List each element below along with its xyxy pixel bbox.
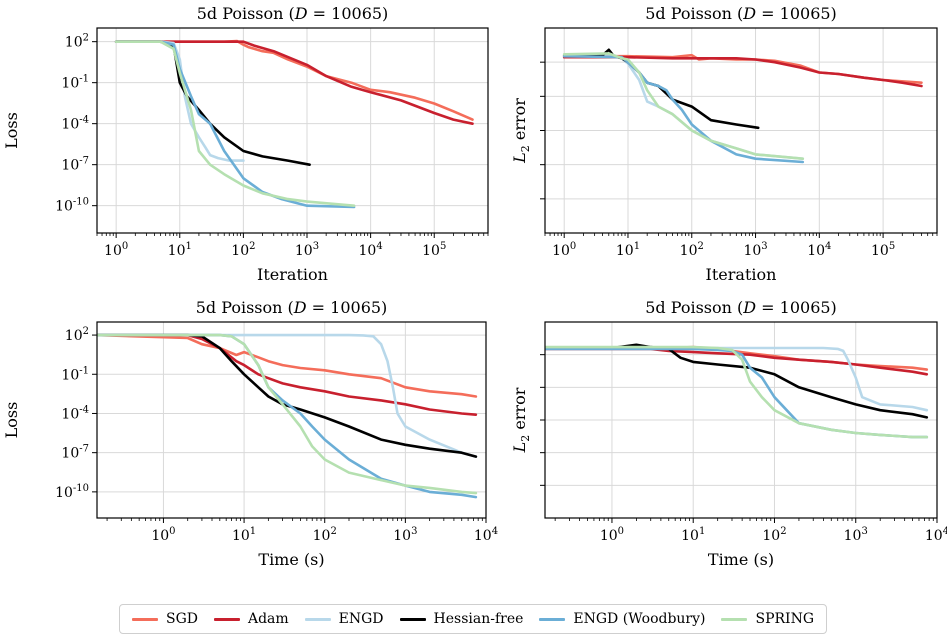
series-line-hessian-free: [97, 333, 478, 458]
x-tick-label: 102: [762, 526, 786, 544]
x-tick-label: 104: [807, 241, 831, 259]
series-line-engd: [545, 346, 929, 412]
y-axis-label: Loss: [2, 112, 21, 149]
legend-item-spring: SPRING: [721, 611, 814, 627]
series-lines: [114, 39, 474, 209]
y-tick-label: 10-10: [55, 197, 89, 215]
x-tick-label: 101: [681, 526, 705, 544]
y-tick-label: 10-4: [61, 115, 89, 133]
chart-title: 5d Poisson (D = 10065): [197, 4, 389, 23]
x-tick-label: 100: [151, 526, 175, 544]
x-tick-label: 101: [232, 526, 256, 544]
x-axis-label: Iteration: [706, 265, 777, 284]
x-axis-label: Time (s): [708, 550, 774, 569]
x-tick-label: 104: [474, 526, 498, 544]
y-tick-label: 10-7: [61, 156, 89, 174]
legend: SGD Adam ENGD Hessian-free ENGD (Woodbur…: [119, 604, 827, 634]
x-tick-label: 104: [925, 526, 947, 544]
chart-title: 5d Poisson (D = 10065): [196, 298, 388, 317]
series-line-adam: [114, 40, 474, 125]
y-axis-label: L2 error: [510, 387, 532, 453]
x-axis-label: Iteration: [257, 265, 328, 284]
series-line-engd: [97, 333, 478, 458]
x-tick-label: 102: [231, 241, 255, 259]
grid: [545, 28, 937, 233]
series-line-engd-woodbury: [545, 347, 929, 439]
series-line-hessian-free: [545, 343, 929, 419]
x-axis-label: Time (s): [258, 550, 324, 569]
x-tick-label: 105: [422, 241, 446, 259]
chart-panel-1: 100 101 102 103 104 105 102 10-1 10-4 10-7 10-10 5d…: [2, 4, 489, 284]
legend-item-adam: Adam: [213, 611, 289, 627]
legend-item-engd: ENGD: [304, 611, 384, 627]
legend-swatch-adam: [213, 617, 240, 621]
x-tick-label: 103: [844, 526, 868, 544]
chart-panel-3: 100 101 102 103 104 102 10-1 10-4 10-7 10-10 5d Po…: [2, 298, 498, 569]
x-tick-label: 100: [104, 241, 128, 259]
series-lines: [545, 343, 929, 439]
x-tick-label: 103: [295, 241, 319, 259]
series-line-adam: [545, 347, 929, 376]
x-tick-label: 101: [168, 241, 192, 259]
x-tick-label: 105: [871, 241, 895, 259]
x-tick-label: 100: [600, 526, 624, 544]
x-tick-label: 101: [616, 241, 640, 259]
series-line-spring: [562, 52, 805, 160]
y-axis-label: Loss: [2, 402, 21, 439]
legend-item-sgd: SGD: [131, 611, 198, 627]
legend-item-hessian-free: Hessian-free: [399, 611, 524, 627]
y-tick-label: 102: [65, 33, 89, 51]
legend-item-engd-woodbury: ENGD (Woodbury): [539, 611, 706, 627]
series-line-engd-woodbury: [562, 54, 805, 164]
legend-swatch-sgd: [131, 617, 158, 621]
legend-label-engd: ENGD: [338, 611, 384, 627]
series-line-engd-woodbury: [114, 40, 356, 209]
chart-title: 5d Poisson (D = 10065): [645, 4, 837, 23]
legend-label-hessian-free: Hessian-free: [433, 611, 524, 627]
series-lines: [97, 333, 478, 499]
y-tick-label: 10-7: [61, 444, 89, 462]
series-line-engd-woodbury: [97, 333, 478, 499]
figure: 100 101 102 103 104 105 102 10-1 10-4 10-7 10-10 5d…: [2, 4, 947, 569]
x-tick-label: 104: [359, 241, 383, 259]
y-tick-label: 10-4: [61, 404, 89, 422]
x-tick-label: 102: [680, 241, 704, 259]
chart-panel-4: 100 101 102 103 104 5d Poisson (D = 10065) Tim…: [510, 298, 947, 569]
y-tick-label: 10-1: [61, 74, 89, 92]
y-axis-label: L2 error: [510, 98, 532, 164]
chart-panel-2: 100 101 102 103 104 105 5d Poisson (D = 10065)…: [510, 4, 938, 284]
x-tick-label: 103: [743, 241, 767, 259]
legend-swatch-spring: [721, 617, 748, 621]
y-tick-label: 10-1: [61, 365, 89, 383]
series-line-spring: [114, 40, 356, 207]
legend-label-sgd: SGD: [165, 611, 198, 627]
legend-swatch-hessian-free: [399, 617, 426, 621]
chart-title: 5d Poisson (D = 10065): [645, 298, 837, 317]
series-line-spring: [97, 333, 478, 495]
x-tick-label: 100: [552, 241, 576, 259]
series-line-hessian-free: [114, 40, 311, 166]
legend-label-engd-woodbury: ENGD (Woodbury): [573, 611, 706, 627]
y-tick-label: 10-10: [55, 483, 89, 501]
x-tick-label: 103: [393, 526, 417, 544]
series-lines: [562, 48, 923, 164]
series-line-sgd: [97, 333, 478, 398]
legend-swatch-engd: [304, 617, 331, 621]
series-line-engd: [562, 52, 805, 160]
x-tick-label: 102: [313, 526, 337, 544]
plot-frame: [96, 321, 487, 519]
series-line-adam: [562, 55, 923, 88]
y-tick-label: 102: [65, 326, 89, 344]
legend-swatch-engd-woodbury: [539, 617, 566, 621]
legend-label-adam: Adam: [247, 611, 289, 627]
plot-frame: [96, 27, 489, 234]
series-line-spring: [545, 345, 929, 439]
legend-label-spring: SPRING: [755, 611, 814, 627]
